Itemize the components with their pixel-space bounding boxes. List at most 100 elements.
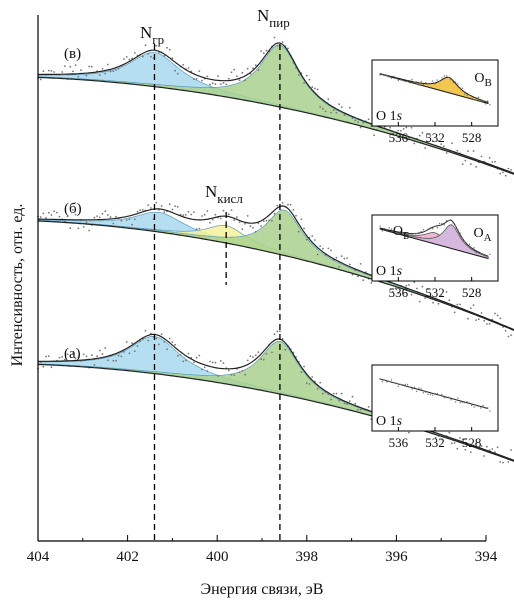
data-point (367, 118, 370, 121)
data-point (163, 211, 166, 214)
inset-data-point (429, 82, 432, 85)
inset-core-level-label: O 1s (376, 414, 403, 429)
inset-data-point (404, 80, 406, 83)
data-point (128, 58, 131, 61)
data-point (53, 71, 55, 73)
data-point (421, 285, 424, 288)
inset-data-point (477, 405, 480, 407)
inset-core-level-label: O 1s (376, 109, 403, 124)
panel-label-v: (в) (64, 46, 81, 62)
data-point (163, 55, 166, 57)
inset-data-point (450, 78, 452, 81)
inset-data-point (475, 252, 477, 254)
data-point (319, 245, 322, 248)
data-point (335, 392, 338, 395)
data-point (238, 79, 241, 81)
inset-data-point (438, 394, 441, 396)
inset-data-point (461, 401, 464, 403)
data-point (469, 307, 472, 310)
data-point (203, 366, 206, 369)
inset-data-point (418, 231, 420, 234)
inset-data-point (445, 397, 448, 399)
data-point (359, 408, 362, 411)
x-ticks: 404 402 400 398 396 394 (27, 535, 498, 565)
data-point (128, 218, 131, 221)
data-point (227, 369, 230, 372)
x-axis-title: Энергия связи, эВ (201, 581, 324, 598)
inset-data-point (473, 406, 475, 408)
data-point (88, 229, 90, 232)
data-point (469, 451, 472, 454)
inset-data-point (425, 230, 427, 232)
data-point (308, 383, 311, 385)
data-point (244, 79, 246, 82)
inset-data-point (418, 387, 420, 389)
data-point (405, 284, 408, 287)
inset-data-point (404, 383, 406, 386)
data-point (265, 352, 268, 355)
data-point (69, 65, 72, 68)
data-point (340, 392, 343, 395)
data-point (222, 82, 225, 84)
data-point (483, 455, 486, 457)
data-point (42, 70, 45, 72)
data-point (292, 209, 295, 211)
inset-data-point (395, 382, 397, 384)
data-point (397, 129, 400, 132)
data-point (90, 354, 93, 357)
inset-data-point (413, 232, 416, 235)
data-point (171, 341, 174, 343)
data-point (408, 431, 410, 434)
data-point (413, 281, 416, 284)
inset-data-point (406, 80, 409, 83)
data-point (443, 145, 445, 148)
data-point (437, 140, 440, 142)
data-point (209, 83, 211, 86)
inset-data-point (464, 93, 466, 95)
data-point (125, 56, 128, 58)
data-point (491, 161, 494, 163)
inset-data-point (429, 227, 432, 229)
inset-data-point (438, 80, 441, 82)
data-point (96, 215, 98, 218)
data-point (195, 77, 198, 80)
inset-frame (371, 59, 499, 127)
data-point (101, 67, 104, 70)
data-point (61, 356, 64, 358)
inset-data-point (436, 392, 438, 395)
data-point (279, 330, 281, 333)
inset-data-point (427, 228, 429, 230)
data-point (273, 36, 276, 39)
data-point (456, 149, 459, 152)
data-point (303, 365, 305, 368)
data-point (496, 446, 499, 449)
data-point (47, 211, 50, 214)
data-point (343, 257, 346, 260)
inset-data-point (406, 383, 409, 386)
data-point (400, 129, 402, 132)
inset-data-point (436, 79, 438, 81)
inset-data-point (445, 75, 448, 77)
data-point (72, 70, 74, 73)
data-point (230, 374, 233, 376)
data-point (416, 287, 418, 290)
data-point (303, 82, 305, 84)
data-point (486, 445, 488, 448)
data-point (61, 71, 64, 73)
data-point (461, 438, 464, 441)
data-point (66, 215, 69, 218)
data-point (510, 169, 512, 171)
data-point (499, 317, 502, 320)
data-point (494, 312, 496, 315)
data-point (327, 98, 330, 101)
data-point (432, 140, 434, 143)
data-point (50, 70, 53, 72)
data-point (136, 210, 139, 213)
inset-data-point (388, 380, 390, 383)
data-point (418, 300, 421, 303)
background-line-1 (37, 220, 514, 331)
data-point (464, 159, 467, 162)
data-point (115, 359, 117, 362)
data-point (238, 221, 241, 224)
